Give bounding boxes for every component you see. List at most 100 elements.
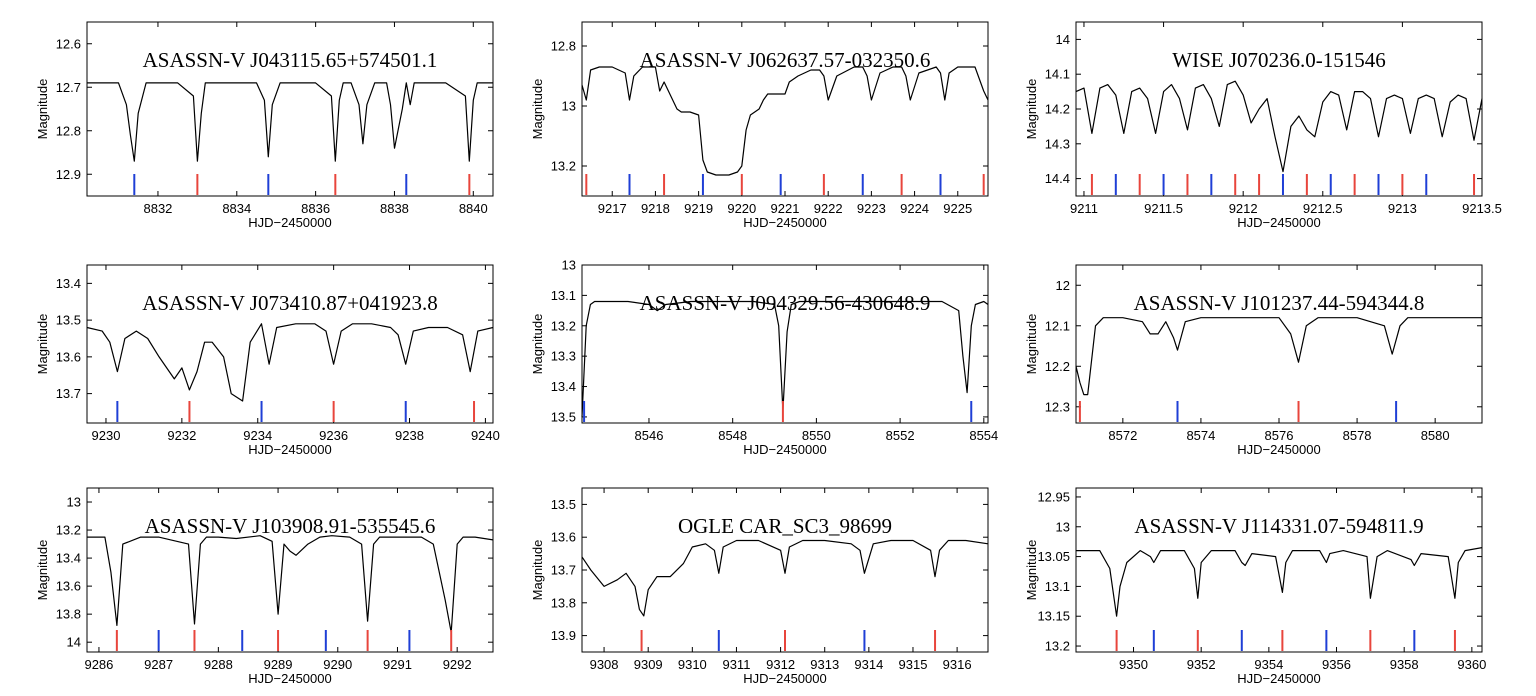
panel-title: ASASSN-V J043115.65+574501.1 (143, 48, 438, 72)
x-tick-label: 8550 (802, 428, 831, 443)
y-tick-label: 13.4 (56, 551, 81, 566)
y-tick-label: 14.1 (1045, 67, 1070, 82)
plot-frame (1075, 264, 1483, 424)
x-tick-label: 9213 (1388, 201, 1417, 216)
x-tick-label: 9219 (684, 201, 713, 216)
x-tick-label: 9311 (722, 657, 750, 672)
y-axis-label: Magnitude (1024, 314, 1039, 375)
y-axis-label: Magnitude (1024, 79, 1039, 140)
x-tick-label: 9213.5 (1462, 201, 1502, 216)
x-axis-label: HJD−2450000 (248, 671, 331, 686)
panel-title: ASASSN-V J114331.07-594811.9 (1134, 514, 1423, 538)
x-tick-label: 9212 (1229, 201, 1258, 216)
panel-title: ASASSN-V J094329.56-430648.9 (640, 291, 931, 315)
plot-frame (86, 264, 494, 424)
x-tick-label: 9316 (943, 657, 972, 672)
y-tick-label: 13.5 (56, 313, 81, 328)
y-tick-label: 13.2 (56, 523, 81, 538)
panel-title: ASASSN-V J101237.44-594344.8 (1134, 291, 1425, 315)
light-curve-panel: 9230 9232 9234 9236 9238 9240 13.4 13.5 13.6 13.7… (35, 264, 500, 457)
x-tick-label: 8578 (1343, 428, 1372, 443)
y-tick-label: 12.9 (56, 167, 81, 182)
light-curve-line (87, 535, 494, 634)
x-tick-label: 9220 (727, 201, 756, 216)
x-tick-label: 9238 (395, 428, 424, 443)
x-tick-label: 9310 (678, 657, 707, 672)
x-tick-label: 9217 (598, 201, 627, 216)
light-curve-panel: 8546 8548 8550 8552 8554 13 13.1 13.2 13.3 13.4 13… (530, 258, 998, 458)
y-tick-label: 14.2 (1045, 102, 1070, 117)
y-tick-label: 13.7 (56, 386, 81, 401)
light-curve-panel: 9286 9287 9288 9289 9290 9291 9292 13 13.2 13.4 13… (35, 487, 494, 686)
x-tick-label: 9211 (1070, 201, 1098, 216)
light-curve-line (87, 82, 493, 162)
y-tick-label: 13.5 (551, 409, 576, 424)
plot-frame (86, 21, 494, 197)
y-axis-label: Magnitude (35, 540, 50, 601)
y-tick-label: 13.6 (56, 579, 81, 594)
y-tick-label: 12.3 (1045, 399, 1070, 414)
light-curve-line (1076, 547, 1483, 617)
x-tick-label: 9234 (243, 428, 272, 443)
y-axis-label: Magnitude (1024, 540, 1039, 601)
light-curve-panel: 9217 9218 9219 9220 9221 9222 9223 9224 9225 12.8… (530, 21, 989, 230)
y-tick-label: 13.1 (1045, 579, 1070, 594)
plot-frame (86, 487, 494, 653)
y-tick-label: 12.7 (56, 80, 81, 95)
y-axis-label: Magnitude (35, 79, 50, 140)
x-tick-label: 9218 (641, 201, 670, 216)
light-curve-line (581, 539, 989, 617)
y-tick-label: 13.6 (56, 349, 81, 364)
x-axis-label: HJD−2450000 (743, 215, 826, 230)
x-tick-label: 9350 (1119, 657, 1148, 672)
y-tick-label: 12.95 (1037, 489, 1070, 504)
x-axis-label: HJD−2450000 (248, 442, 331, 457)
y-tick-label: 13.2 (551, 318, 576, 333)
y-tick-label: 13.4 (56, 276, 81, 291)
x-tick-label: 8554 (969, 428, 998, 443)
x-axis-label: HJD−2450000 (743, 671, 826, 686)
x-tick-label: 9312 (766, 657, 795, 672)
x-tick-label: 9222 (814, 201, 843, 216)
x-tick-label: 9354 (1254, 657, 1283, 672)
x-tick-label: 8832 (143, 201, 172, 216)
x-tick-label: 9236 (319, 428, 348, 443)
x-tick-label: 9221 (771, 201, 800, 216)
panel-title: OGLE CAR_SC3_98699 (678, 514, 892, 538)
panel-title: ASASSN-V J073410.87+041923.8 (142, 291, 438, 315)
x-tick-label: 8572 (1108, 428, 1137, 443)
x-tick-label: 8576 (1265, 428, 1294, 443)
y-tick-label: 14.3 (1045, 136, 1070, 151)
y-tick-label: 12 (1056, 278, 1070, 293)
x-tick-label: 8548 (718, 428, 747, 443)
x-tick-label: 8546 (635, 428, 664, 443)
plot-frame (581, 264, 989, 424)
y-tick-label: 14.4 (1045, 171, 1070, 186)
x-tick-label: 9230 (92, 428, 121, 443)
y-tick-label: 13 (562, 99, 576, 114)
x-tick-label: 8836 (301, 201, 330, 216)
light-curve-line (581, 66, 989, 176)
y-tick-label: 12.2 (1045, 359, 1070, 374)
x-axis-label: HJD−2450000 (1237, 442, 1320, 457)
light-curve-panel: 9350 9352 9354 9356 9358 9360 12.95 13 13.05 13.1… (1024, 487, 1486, 686)
y-tick-label: 13.8 (56, 607, 81, 622)
x-tick-label: 9223 (857, 201, 886, 216)
light-curve-panel: 9308 9309 9310 9311 9312 9313 9314 9315 9316 13.5… (530, 487, 989, 686)
light-curve-line (1075, 80, 1483, 173)
y-tick-label: 13 (562, 258, 576, 273)
x-tick-label: 9286 (84, 657, 113, 672)
y-tick-label: 13 (1056, 519, 1070, 534)
y-axis-label: Magnitude (530, 540, 545, 601)
y-tick-label: 13.2 (551, 159, 576, 174)
y-axis-label: Magnitude (530, 79, 545, 140)
x-axis-label: HJD−2450000 (248, 215, 331, 230)
y-tick-label: 13.6 (551, 530, 576, 545)
x-tick-label: 9288 (204, 657, 233, 672)
x-axis-label: HJD−2450000 (1237, 671, 1320, 686)
x-tick-label: 9308 (590, 657, 619, 672)
y-tick-label: 13.1 (551, 288, 576, 303)
x-tick-label: 9212.5 (1303, 201, 1343, 216)
x-tick-label: 8580 (1421, 428, 1450, 443)
